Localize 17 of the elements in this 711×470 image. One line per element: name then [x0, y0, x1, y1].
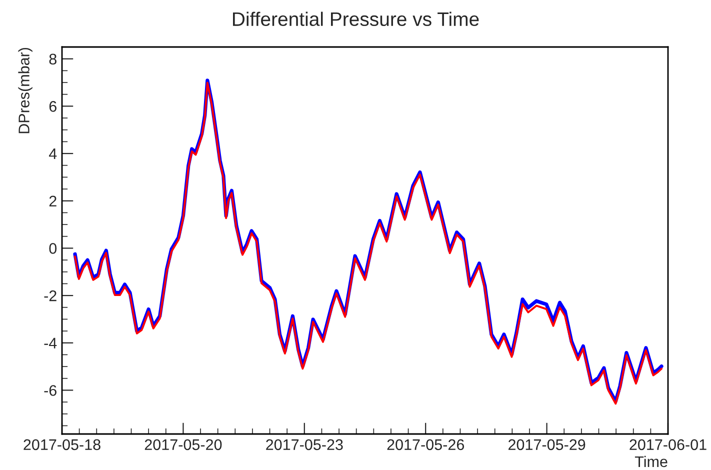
y-tick-label: 0	[49, 243, 57, 254]
x-tick-label: 2017-05-20	[144, 439, 222, 450]
y-tick-label: 8	[49, 54, 56, 65]
x-tick-label: 2017-05-29	[508, 439, 586, 450]
y-tick-label: -6	[44, 385, 56, 396]
x-tick-label: 2017-06-01	[630, 439, 706, 450]
y-tick-label: -2	[44, 290, 56, 302]
x-tick-label: 2017-05-26	[387, 439, 464, 450]
y-tick-label: 6	[49, 101, 56, 112]
chart-title: Differential Pressure vs Time	[233, 12, 479, 26]
y-tick-label: 4	[48, 148, 57, 160]
x-axis-title: Time	[634, 456, 668, 468]
x-tick-label: 2017-05-23	[266, 439, 343, 450]
y-tick-label: -4	[44, 338, 57, 348]
x-tick-label: 2017-05-18	[24, 439, 100, 450]
y-tick-label: 2	[49, 196, 56, 206]
y-axis-title: DPres(mbar)	[18, 48, 32, 134]
